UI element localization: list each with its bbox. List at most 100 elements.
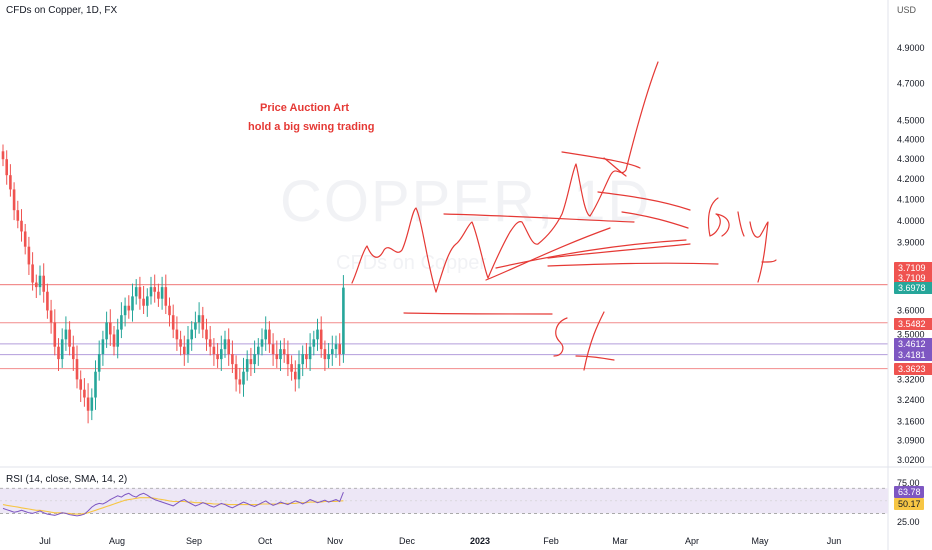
rsi-tick-label: 75.00 (897, 478, 920, 488)
time-tick-label: 2023 (470, 536, 490, 546)
price-level-badge (894, 338, 932, 350)
freehand-stroke[interactable] (707, 197, 777, 283)
price-tick-label: 3.1600 (897, 416, 925, 426)
candle-body (75, 359, 79, 380)
candle-body (275, 354, 279, 360)
candle-body (94, 371, 97, 398)
price-tick-label: 4.5000 (897, 115, 925, 125)
candle-body (97, 354, 101, 372)
candle-body (64, 329, 68, 340)
watermark-description: CFDs on Copper (336, 252, 487, 274)
price-tick-label: 4.3000 (897, 154, 925, 164)
candle-body (342, 287, 345, 355)
candle-body (205, 329, 208, 340)
candle-body (301, 354, 304, 365)
time-tick-label: Jun (827, 536, 842, 546)
freehand-stroke[interactable] (547, 243, 691, 259)
candle-body (227, 339, 230, 355)
candle-body (57, 346, 60, 360)
candle-body (153, 287, 156, 292)
freehand-stroke[interactable] (443, 213, 635, 223)
rsi-band (0, 488, 888, 514)
freehand-drawings[interactable] (351, 61, 777, 371)
time-tick-label: Jul (39, 536, 51, 546)
rsi-sma-line (2, 497, 344, 515)
price-tick-label: 4.4000 (897, 135, 925, 145)
freehand-stroke[interactable] (621, 211, 689, 229)
candle-body (157, 291, 160, 299)
candle-body (131, 296, 134, 311)
candle-body (175, 329, 179, 340)
candle-body (86, 397, 90, 411)
price-level-badge (894, 318, 932, 330)
price-tick-label: 4.9000 (897, 43, 925, 53)
freehand-stroke[interactable] (485, 227, 611, 281)
candle-body (42, 275, 45, 292)
candle-body (60, 339, 64, 360)
rsi-value-badge-label: 63.78 (898, 487, 921, 497)
price-level-badge-label: 3.7109 (898, 273, 926, 283)
candle-body (194, 322, 197, 330)
candle-body (27, 246, 31, 265)
candle-body (171, 315, 175, 330)
candle-body (268, 329, 271, 345)
price-tick-label: 3.5000 (897, 329, 925, 339)
candle-body (286, 354, 290, 365)
freehand-stroke[interactable] (553, 311, 615, 371)
candle-body (190, 329, 193, 340)
candle-body (160, 287, 164, 299)
candle-body (138, 287, 142, 299)
price-level-badge-label: 3.4612 (898, 339, 926, 349)
time-tick-label: Dec (399, 536, 416, 546)
price-tick-label: 3.2400 (897, 395, 925, 405)
time-tick-label: Sep (186, 536, 202, 546)
candle-body (223, 339, 227, 350)
price-level-badge-label: 3.7109 (898, 263, 926, 273)
candle-body (53, 322, 57, 347)
candle-body (164, 287, 168, 306)
candle-body (109, 322, 112, 335)
candle-body (231, 354, 234, 365)
candle-body (142, 298, 145, 306)
price-tick-label: 3.6000 (897, 305, 925, 315)
rsi-value-badge (894, 486, 924, 498)
candle-body (105, 322, 108, 340)
freehand-stroke[interactable] (547, 262, 719, 267)
candle-body (282, 349, 286, 355)
annotation-subtitle: hold a big swing trading (248, 121, 375, 133)
price-level-badge (894, 363, 932, 375)
freehand-stroke[interactable] (603, 157, 627, 177)
price-tick-label: 4.1000 (897, 195, 925, 205)
candle-body (12, 189, 16, 211)
horizontal-levels (0, 284, 888, 370)
candle-body (5, 159, 8, 176)
price-level-badge (894, 282, 932, 294)
freehand-stroke[interactable] (597, 191, 691, 211)
freehand-stroke[interactable] (403, 312, 553, 315)
candle-body (297, 364, 301, 380)
time-axis[interactable]: Jul Aug Sep Oct Nov Dec 2023 Feb Mar Apr May Jun (39, 536, 841, 546)
time-tick-label: May (751, 536, 769, 546)
price-tick-label: 3.0900 (897, 435, 925, 445)
candle-body (308, 346, 312, 360)
price-tick-label: 4.7000 (897, 78, 925, 88)
candle-body (79, 379, 82, 390)
candle-body (46, 291, 49, 311)
rsi-tick-label: 25.00 (897, 517, 920, 527)
freehand-stroke[interactable] (351, 61, 659, 293)
candle-body (16, 210, 20, 221)
candle-body (179, 339, 182, 347)
freehand-stroke[interactable] (561, 151, 641, 169)
freehand-stroke[interactable] (495, 239, 687, 269)
time-tick-label: Aug (109, 536, 125, 546)
time-tick-label: Mar (612, 536, 628, 546)
watermark-symbol: COPPER, 1D (280, 169, 652, 234)
price-level-badge-label: 3.3623 (898, 364, 926, 374)
candle-body (146, 296, 149, 306)
annotation-title: Price Auction Art (260, 102, 350, 114)
candle-body (127, 305, 131, 311)
candle-body (183, 346, 186, 355)
